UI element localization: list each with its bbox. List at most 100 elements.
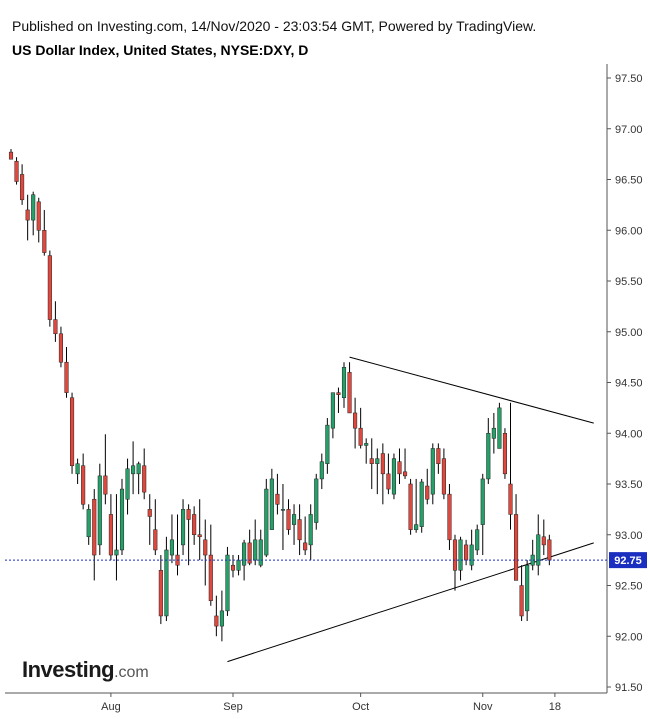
candle-body-up xyxy=(319,461,324,480)
candle xyxy=(464,539,469,566)
candle-body-down xyxy=(214,615,219,627)
candle xyxy=(225,546,230,616)
candle xyxy=(386,453,391,495)
candle-body-down xyxy=(502,433,507,475)
candle-body-down xyxy=(464,544,469,561)
y-tick-label: 95.00 xyxy=(615,327,643,339)
candle-body-up xyxy=(330,392,335,429)
candle xyxy=(20,164,25,205)
candle-body-down xyxy=(20,174,25,201)
candle-body-down xyxy=(403,471,408,477)
candle-body-down xyxy=(247,542,252,564)
candle-body-up xyxy=(325,424,330,464)
candle xyxy=(14,157,19,185)
y-tick-label: 91.50 xyxy=(615,682,643,694)
candle-body-down xyxy=(158,570,163,617)
candle xyxy=(319,453,324,490)
candle-body-down xyxy=(153,529,158,551)
candle xyxy=(508,402,513,530)
candle xyxy=(8,149,14,160)
candle xyxy=(536,514,541,576)
candle xyxy=(142,448,147,500)
candle xyxy=(491,412,496,454)
candle-body-up xyxy=(486,433,491,480)
candle-body-down xyxy=(42,230,47,253)
candle-body-down xyxy=(25,209,30,221)
candle xyxy=(253,519,258,566)
candle-body-down xyxy=(519,585,524,617)
candles xyxy=(8,149,552,642)
candle-body-down xyxy=(408,483,413,530)
candle xyxy=(164,536,169,622)
candle xyxy=(397,448,402,484)
candle-body-down xyxy=(347,372,352,414)
candle-body-up xyxy=(164,549,169,617)
candle-body-up xyxy=(414,524,419,530)
candle-body-up xyxy=(169,539,174,556)
candle xyxy=(514,494,519,581)
candle xyxy=(175,514,180,576)
candle-body-up xyxy=(31,194,36,221)
chart-title: US Dollar Index, United States, NYSE:DXY… xyxy=(12,42,309,58)
investing-logo: Investing.com xyxy=(22,657,149,683)
candle-body-up xyxy=(258,539,263,566)
candle xyxy=(181,499,186,556)
candle-body-down xyxy=(547,539,552,561)
candle xyxy=(219,590,224,642)
candle xyxy=(192,506,197,545)
candle xyxy=(214,595,219,637)
candle-body-down xyxy=(447,493,452,541)
y-tick-label: 96.50 xyxy=(615,175,643,187)
candle-body-down xyxy=(47,255,52,320)
candle-body-up xyxy=(491,427,496,439)
logo-wordmark: Investing xyxy=(22,657,115,682)
candle-body-down xyxy=(369,458,374,464)
candle xyxy=(336,387,341,413)
candle-body-up xyxy=(264,488,269,556)
candle xyxy=(414,478,419,533)
candle xyxy=(297,504,302,556)
candle xyxy=(275,473,280,515)
candle xyxy=(242,539,247,581)
candle-body-up xyxy=(131,465,136,475)
candle xyxy=(547,534,552,566)
candle xyxy=(114,494,119,581)
y-tick-label: 97.50 xyxy=(615,73,643,85)
candle xyxy=(119,478,125,556)
candle-body-up xyxy=(269,478,274,530)
x-tick-label: Aug xyxy=(101,701,121,713)
candle xyxy=(153,499,158,556)
candle-body-down xyxy=(436,448,441,464)
candle xyxy=(452,534,458,591)
candle-body-up xyxy=(114,549,119,556)
candle xyxy=(258,529,263,568)
candle-body-down xyxy=(230,564,236,571)
candle-body-up xyxy=(314,478,319,523)
candle-body-up xyxy=(253,539,258,561)
candle xyxy=(58,326,64,368)
candle-body-down xyxy=(70,397,75,466)
candle-body-down xyxy=(92,498,97,556)
candle xyxy=(530,539,535,571)
candle-body-up xyxy=(125,468,130,500)
candle xyxy=(75,458,80,484)
candle-body-up xyxy=(308,514,313,546)
candle xyxy=(36,197,41,243)
candle-body-up xyxy=(242,542,247,566)
candle xyxy=(330,392,335,439)
candle xyxy=(303,516,308,556)
candle-body-down xyxy=(142,465,147,493)
candle-body-up xyxy=(480,478,485,525)
candle xyxy=(480,473,485,556)
candle-body-down xyxy=(36,201,41,231)
last-price-label: 92.75 xyxy=(614,555,642,567)
candle-body-down xyxy=(452,539,458,571)
candle xyxy=(486,418,491,484)
candle-body-up xyxy=(119,488,125,551)
candle xyxy=(519,565,524,622)
candle-body-down xyxy=(508,483,513,515)
candle xyxy=(186,504,191,566)
candle-body-up xyxy=(536,534,541,566)
candle xyxy=(125,458,130,515)
